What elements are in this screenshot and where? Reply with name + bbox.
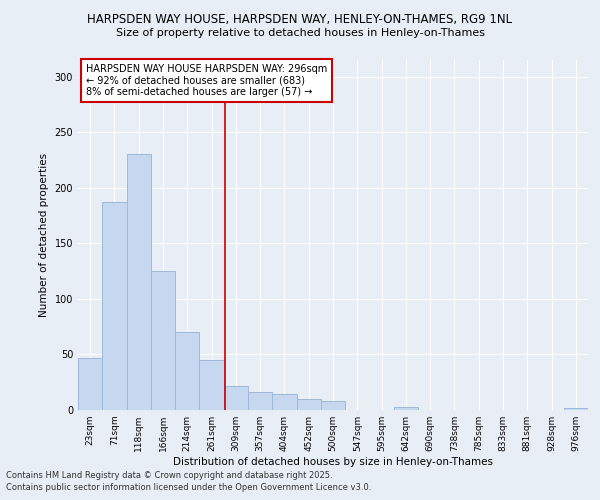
- Bar: [394, 406, 418, 410]
- Text: HARPSDEN WAY HOUSE, HARPSDEN WAY, HENLEY-ON-THAMES, RG9 1NL: HARPSDEN WAY HOUSE, HARPSDEN WAY, HENLEY…: [88, 12, 512, 26]
- Bar: [78, 358, 102, 410]
- X-axis label: Distribution of detached houses by size in Henley-on-Thames: Distribution of detached houses by size …: [173, 457, 493, 467]
- Bar: [321, 401, 345, 410]
- Bar: [272, 394, 296, 410]
- Text: Contains public sector information licensed under the Open Government Licence v3: Contains public sector information licen…: [6, 484, 371, 492]
- Bar: [151, 271, 175, 410]
- Bar: [564, 408, 588, 410]
- Y-axis label: Number of detached properties: Number of detached properties: [39, 153, 49, 317]
- Text: Contains HM Land Registry data © Crown copyright and database right 2025.: Contains HM Land Registry data © Crown c…: [6, 471, 332, 480]
- Text: Size of property relative to detached houses in Henley-on-Thames: Size of property relative to detached ho…: [115, 28, 485, 38]
- Bar: [296, 399, 321, 410]
- Bar: [175, 332, 199, 410]
- Text: HARPSDEN WAY HOUSE HARPSDEN WAY: 296sqm
← 92% of detached houses are smaller (68: HARPSDEN WAY HOUSE HARPSDEN WAY: 296sqm …: [86, 64, 327, 96]
- Bar: [224, 386, 248, 410]
- Bar: [248, 392, 272, 410]
- Bar: [102, 202, 127, 410]
- Bar: [199, 360, 224, 410]
- Bar: [127, 154, 151, 410]
